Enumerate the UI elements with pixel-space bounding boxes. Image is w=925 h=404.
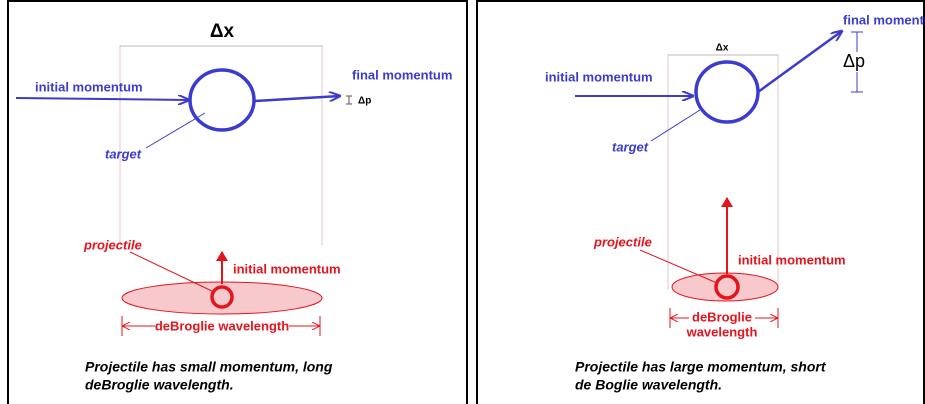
caption: Projectile has large momentum, short	[575, 359, 827, 375]
projectile-circle	[210, 285, 234, 309]
label: initial momentum	[738, 252, 846, 267]
label: deBroglie wavelength	[155, 318, 289, 333]
label: projectile	[593, 234, 652, 249]
panel-left: Δx initial momentum final momentum Δp ta…	[15, 21, 452, 393]
panel-frame	[476, 0, 925, 404]
label-bg	[840, 52, 874, 72]
label: deBroglie	[692, 309, 752, 324]
pointer	[129, 251, 215, 293]
label: target	[612, 139, 649, 154]
arrow	[254, 96, 340, 103]
delta-x: Δx	[716, 43, 729, 54]
target-circle	[694, 60, 760, 124]
label: initial momentum	[233, 261, 341, 276]
panel-frame	[7, 0, 468, 404]
label-bg	[155, 318, 289, 334]
delta-p: Δp	[843, 51, 865, 71]
label-bg	[689, 310, 755, 340]
projectile-circle	[714, 274, 740, 300]
caption: de Boglie wavelength.	[575, 377, 722, 393]
label: final momentum	[352, 67, 452, 82]
panel-right: Δx initial momentum final momentum Δp ta…	[545, 12, 925, 392]
caption: deBroglie wavelength.	[85, 377, 234, 393]
target-circle	[188, 68, 256, 132]
bracket	[346, 95, 352, 105]
wave-packet	[671, 272, 779, 302]
pointer	[650, 109, 701, 142]
label: wavelength	[686, 324, 758, 339]
arrow	[15, 98, 189, 100]
delta-x: Δx	[210, 21, 235, 42]
caption: Projectile has small momentum, long	[85, 359, 333, 375]
label: final momentum	[843, 12, 925, 27]
delta-p: Δp	[358, 96, 371, 107]
pointer	[145, 112, 206, 149]
label: target	[105, 146, 142, 161]
arrow	[757, 31, 842, 94]
label: initial momentum	[545, 69, 653, 84]
label: initial momentum	[35, 79, 143, 94]
label: projectile	[83, 237, 142, 252]
pointer	[639, 249, 718, 284]
